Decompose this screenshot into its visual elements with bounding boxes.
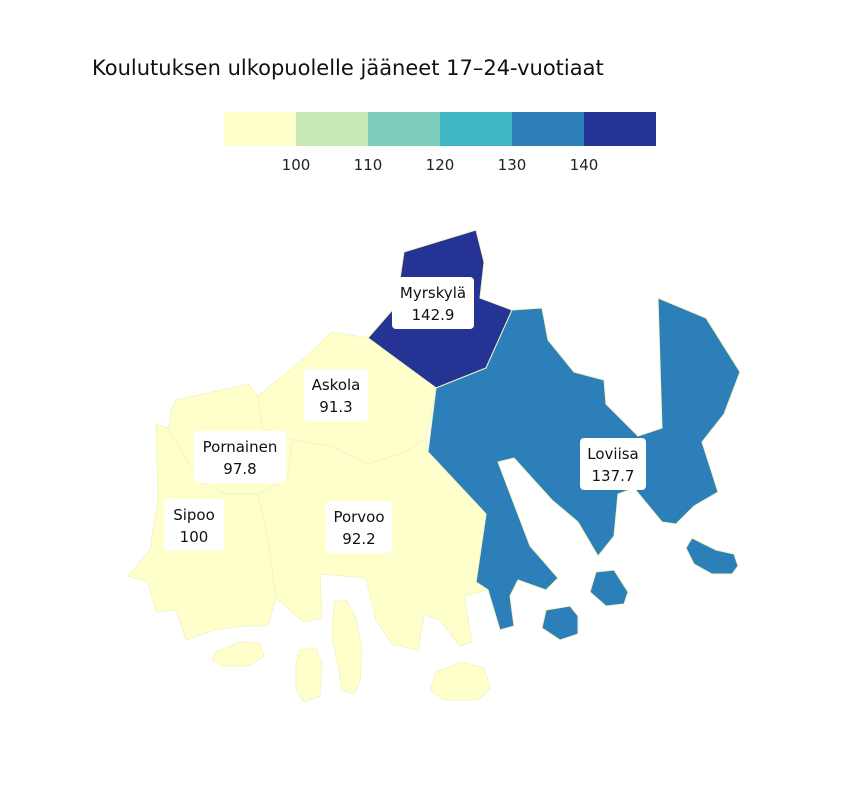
legend-bin-1 <box>224 112 296 146</box>
label-askola: Askola 91.3 <box>304 369 368 421</box>
label-sipoo: Sipoo 100 <box>164 499 224 551</box>
region-loviisa-island-2 <box>541 605 579 641</box>
label-askola-value: 91.3 <box>319 398 352 416</box>
label-pornainen-name: Pornainen <box>203 438 278 456</box>
region-porvoo-island-1 <box>331 599 363 695</box>
legend-bin-6 <box>584 112 656 146</box>
label-porvoo-name: Porvoo <box>333 508 384 526</box>
label-sipoo-value: 100 <box>180 528 209 546</box>
label-loviisa-value: 137.7 <box>592 467 635 485</box>
legend-tick-140: 140 <box>570 156 599 174</box>
legend-bin-4 <box>440 112 512 146</box>
region-sipoo-island-1 <box>211 641 265 667</box>
region-loviisa-island-3 <box>685 537 739 575</box>
region-porvoo-island-2 <box>295 647 323 703</box>
label-askola-name: Askola <box>312 376 361 394</box>
legend-tick-120: 120 <box>426 156 455 174</box>
label-myrskyla: Myrskylä 142.9 <box>392 277 474 329</box>
label-sipoo-name: Sipoo <box>173 506 215 524</box>
label-porvoo-value: 92.2 <box>342 530 375 548</box>
legend-bin-2 <box>296 112 368 146</box>
region-porvoo-island-3 <box>429 661 491 701</box>
legend-tick-110: 110 <box>354 156 383 174</box>
map-labels: Myrskylä 142.9 Askola 91.3 Pornainen 97.… <box>164 277 646 553</box>
label-pornainen: Pornainen 97.8 <box>194 431 286 483</box>
map-title: Koulutuksen ulkopuolelle jääneet 17–24-v… <box>92 56 604 80</box>
legend-tick-130: 130 <box>498 156 527 174</box>
label-myrskyla-value: 142.9 <box>412 306 455 324</box>
legend-bin-3 <box>368 112 440 146</box>
label-myrskyla-name: Myrskylä <box>400 284 466 302</box>
region-loviisa-island-1 <box>589 569 629 607</box>
label-porvoo: Porvoo 92.2 <box>326 501 392 553</box>
legend-tick-100: 100 <box>282 156 311 174</box>
legend-bin-5 <box>512 112 584 146</box>
label-pornainen-value: 97.8 <box>223 460 256 478</box>
label-loviisa-name: Loviisa <box>587 445 639 463</box>
legend: 100 110 120 130 140 <box>224 112 656 174</box>
label-loviisa: Loviisa 137.7 <box>580 438 646 490</box>
